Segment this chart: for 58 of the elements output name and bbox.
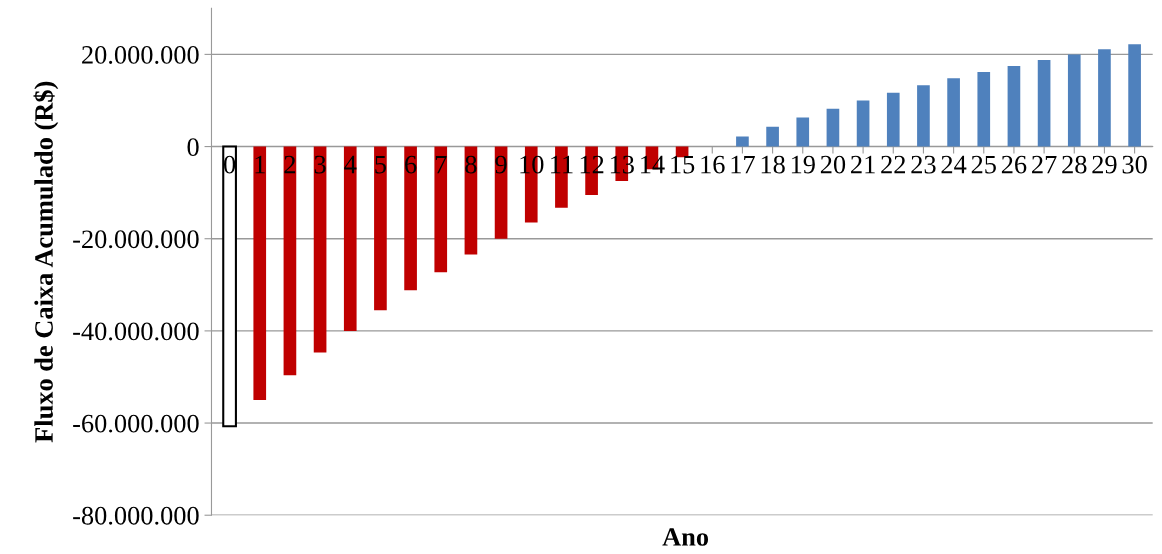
x-tick-label: 25 bbox=[971, 155, 996, 174]
bar bbox=[856, 100, 870, 147]
y-tick-label: -40.000.000 bbox=[73, 322, 199, 341]
x-tick-label: 16 bbox=[701, 155, 725, 174]
x-tick-label: 29 bbox=[1092, 155, 1117, 174]
x-tick-label: 20 bbox=[820, 155, 846, 174]
bar bbox=[826, 108, 840, 147]
bar bbox=[1098, 49, 1111, 147]
x-tick-label: 1 bbox=[255, 155, 265, 174]
y-tick-label: -80.000.000 bbox=[73, 506, 199, 525]
x-tick-label: 22 bbox=[881, 155, 905, 174]
bar bbox=[736, 136, 749, 147]
y-tick-label: -60.000.000 bbox=[73, 414, 199, 433]
bar bbox=[977, 71, 991, 147]
x-axis-title: Ano bbox=[662, 528, 709, 546]
x-tick-label: 24 bbox=[941, 155, 967, 174]
y-tick-label: -20.000.000 bbox=[73, 230, 199, 249]
bar bbox=[343, 146, 357, 331]
bar bbox=[494, 146, 508, 239]
bar bbox=[434, 146, 448, 273]
x-tick-label: 27 bbox=[1032, 155, 1057, 174]
x-tick-label: 19 bbox=[791, 155, 815, 174]
x-tick-label: 14 bbox=[641, 155, 665, 174]
bar bbox=[313, 146, 327, 353]
bar bbox=[1128, 44, 1141, 147]
y-tick-label: 0 bbox=[187, 138, 199, 156]
x-tick-label: 2 bbox=[284, 155, 296, 174]
x-tick-label: 6 bbox=[405, 155, 417, 174]
x-tick-label: 18 bbox=[761, 155, 785, 174]
x-tick-label: 17 bbox=[731, 155, 755, 174]
bar bbox=[404, 146, 417, 291]
x-tick-label: 28 bbox=[1062, 155, 1087, 174]
y-axis-title: Fluxo de Caixa Acumulado (R$) bbox=[33, 81, 59, 443]
bar bbox=[283, 146, 297, 376]
bar bbox=[1007, 65, 1021, 147]
bar bbox=[253, 146, 267, 401]
bar bbox=[222, 145, 237, 428]
bar bbox=[1067, 54, 1081, 147]
bar bbox=[917, 85, 930, 147]
x-tick-label: 23 bbox=[911, 155, 936, 174]
bar bbox=[464, 146, 478, 255]
bar bbox=[1037, 59, 1051, 147]
bar bbox=[886, 92, 900, 147]
bar bbox=[766, 126, 779, 147]
x-tick-label: 26 bbox=[1001, 155, 1027, 174]
x-tick-label: 30 bbox=[1122, 155, 1147, 174]
bar bbox=[796, 117, 810, 147]
y-tick-label: 20.000.000 bbox=[82, 46, 199, 64]
x-tick-label: 9 bbox=[495, 155, 507, 174]
x-tick-label: 8 bbox=[465, 155, 477, 174]
x-tick-label: 7 bbox=[435, 155, 447, 174]
bar bbox=[374, 146, 387, 311]
x-tick-label: 21 bbox=[851, 155, 875, 174]
x-tick-label: 15 bbox=[671, 155, 695, 174]
x-tick-label: 5 bbox=[375, 155, 386, 174]
bar bbox=[947, 78, 960, 147]
x-tick-label: 3 bbox=[314, 155, 326, 174]
x-tick-label: 0 bbox=[223, 155, 236, 174]
